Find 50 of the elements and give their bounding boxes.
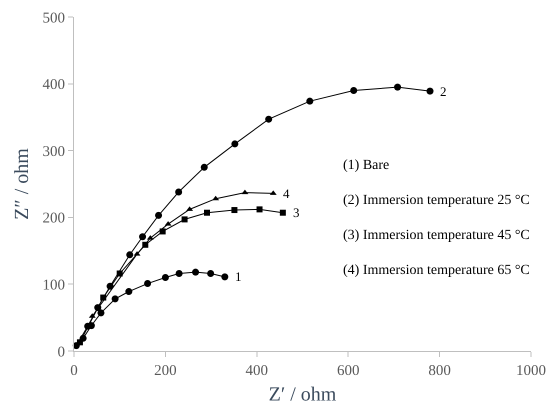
- y-tick-label: 300: [42, 144, 65, 160]
- y-tick-label: 400: [42, 77, 65, 94]
- x-tick-label: 0: [70, 363, 78, 379]
- point: [221, 273, 228, 280]
- point: [97, 309, 104, 316]
- point: [182, 216, 188, 222]
- point: [162, 274, 169, 282]
- point: [155, 212, 162, 219]
- point: [256, 206, 263, 212]
- point: [350, 86, 358, 94]
- y-axis-title: Z″ / ohm: [11, 148, 33, 220]
- x-tick-label: 400: [246, 363, 268, 379]
- series-label: 2: [440, 84, 446, 99]
- point: [207, 270, 214, 278]
- x-tick-label: 200: [154, 363, 177, 379]
- point: [394, 84, 402, 91]
- y-tick-label: 200: [42, 210, 65, 227]
- annotation: (2) Immersion temperature 25 °C: [343, 193, 530, 208]
- point: [192, 268, 200, 276]
- annotation: (3) Immersion temperature 45 °C: [343, 228, 530, 243]
- x-axis-title: Z′ / ohm: [268, 384, 337, 406]
- x-tick-label: 800: [428, 363, 451, 379]
- x-tick-label: 1000: [516, 363, 546, 379]
- x-tick-label: 600: [336, 363, 360, 379]
- point: [112, 295, 119, 302]
- annotation: (4) Immersion temperature 65 °C: [343, 263, 530, 278]
- series-label: 3: [293, 205, 300, 220]
- point: [306, 98, 314, 105]
- point: [204, 210, 210, 216]
- point: [176, 270, 183, 278]
- point: [144, 280, 152, 288]
- y-tick-label: 100: [42, 277, 65, 294]
- annotation: (1) Bare: [343, 158, 390, 173]
- point: [280, 210, 286, 216]
- point: [231, 140, 238, 148]
- y-tick-label: 0: [58, 344, 65, 360]
- point: [265, 116, 272, 123]
- point: [426, 88, 434, 95]
- point: [160, 228, 166, 234]
- point: [116, 270, 123, 277]
- point: [231, 207, 238, 214]
- series-label: 4: [283, 186, 290, 201]
- point: [126, 251, 134, 258]
- point: [200, 164, 208, 171]
- point: [139, 233, 146, 240]
- y-tick-label: 500: [42, 10, 65, 26]
- point: [125, 288, 132, 296]
- point: [76, 339, 83, 346]
- point: [175, 188, 182, 196]
- series-label: 1: [235, 269, 242, 284]
